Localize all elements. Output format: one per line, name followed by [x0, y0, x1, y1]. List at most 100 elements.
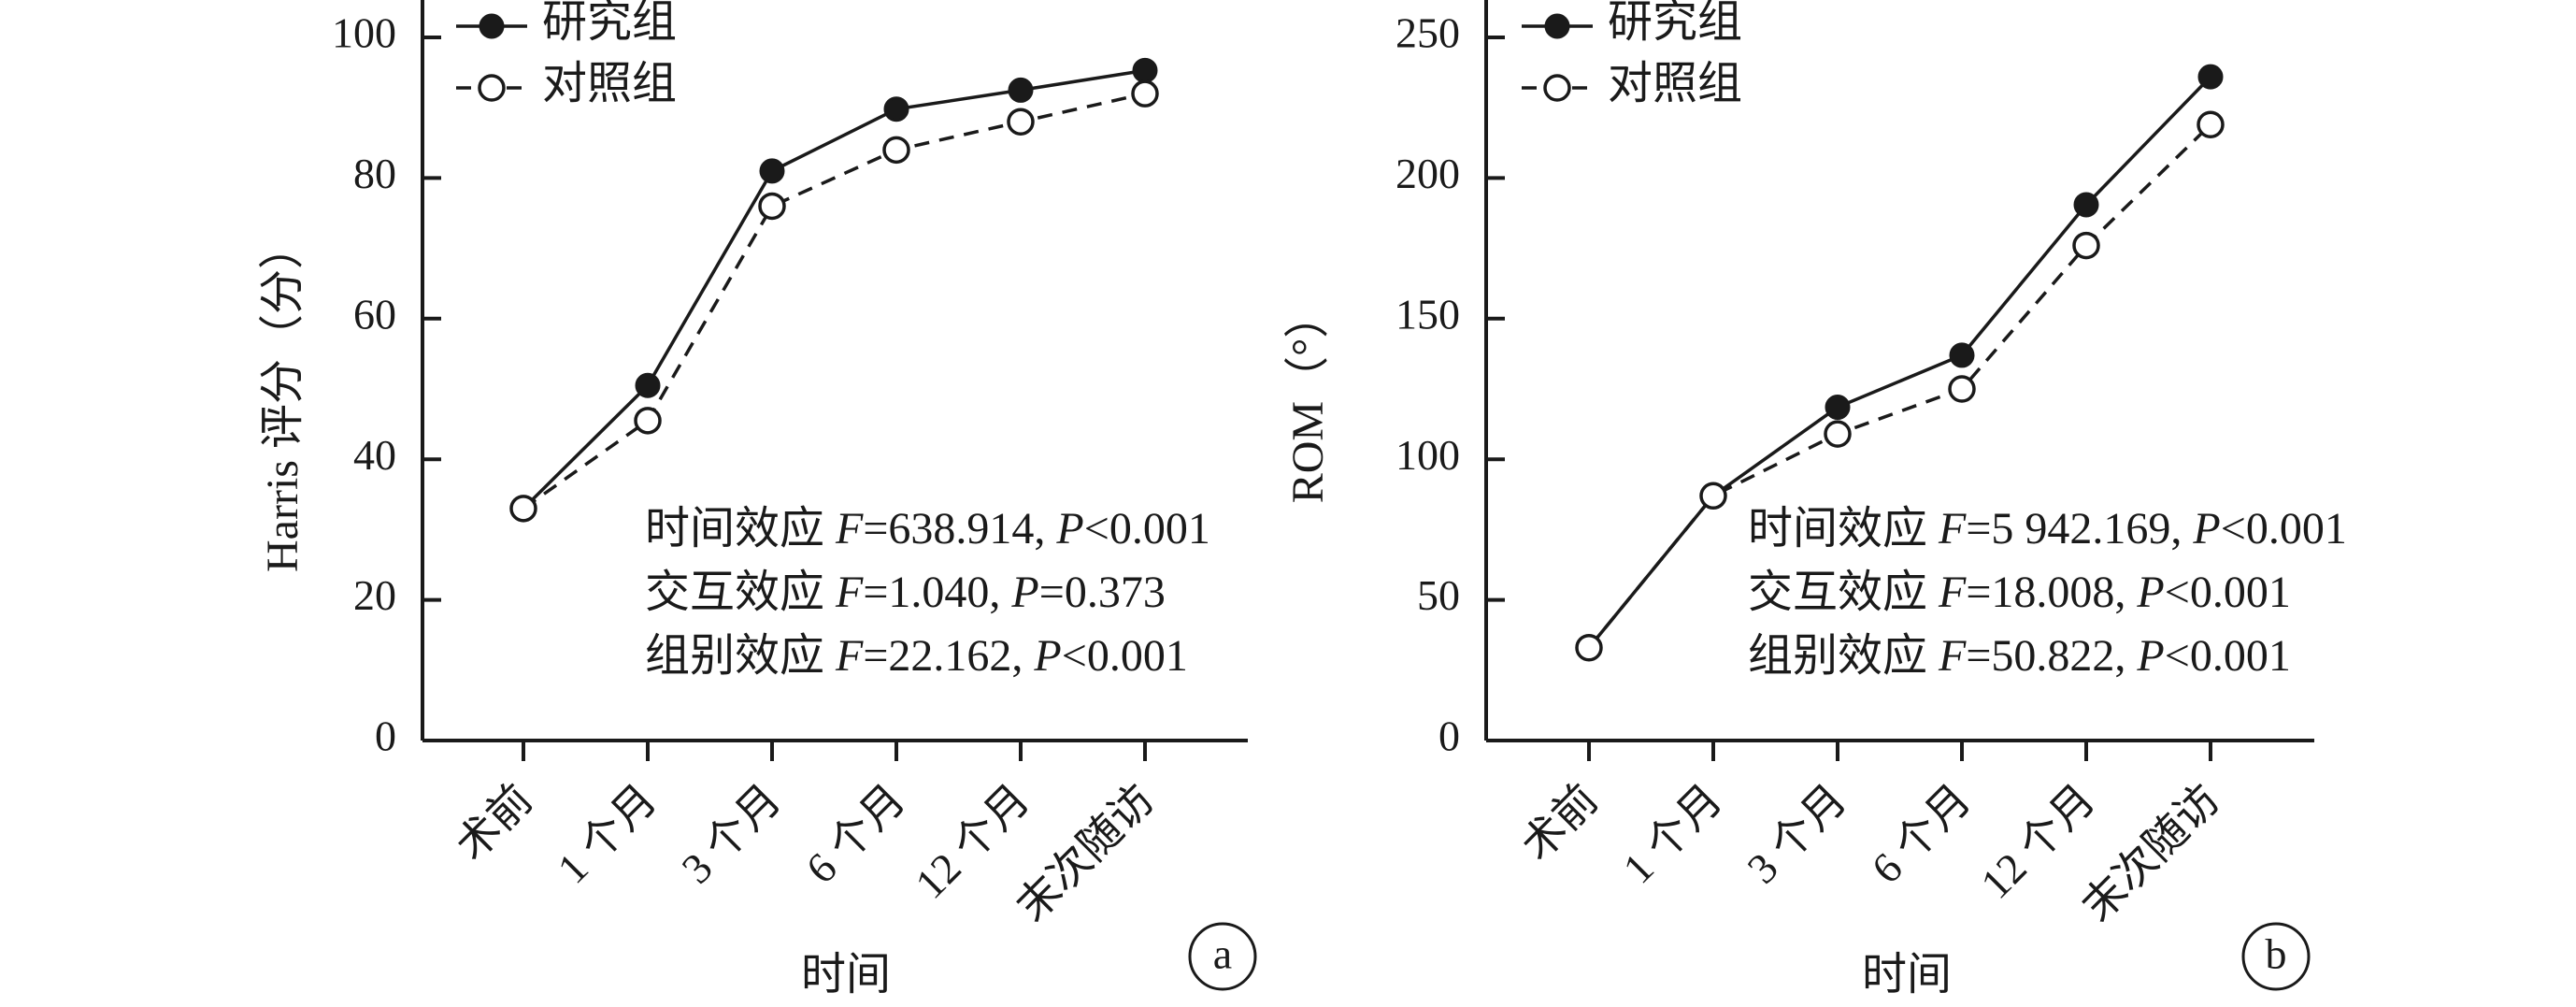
stat-f: =50.822	[1966, 631, 2114, 681]
stat-annotation: 组别效应 F=22.162, P<0.001	[645, 631, 1188, 681]
legend-label: 研究组	[542, 0, 677, 47]
x-tick-label: 1 个月	[1614, 775, 1732, 893]
x-axis-title: 时间	[801, 950, 891, 1000]
data-point	[1008, 77, 1034, 103]
stat-label: 交互效应	[645, 568, 836, 617]
series-line-1	[522, 92, 1146, 511]
stat-symbol: F	[1938, 504, 1967, 554]
stat-f: =18.008	[1966, 568, 2114, 617]
data-point	[759, 158, 785, 184]
y-tick-label: 0	[1438, 712, 1460, 760]
panel-label: a	[1213, 930, 1232, 978]
y-tick-label: 150	[1395, 290, 1460, 338]
stat-symbol: F	[1938, 631, 1967, 681]
data-point	[1131, 79, 1159, 108]
x-tick-label: 术前	[447, 775, 541, 870]
series-line-0	[522, 68, 1146, 511]
stat-p: <0.001	[2165, 631, 2291, 681]
data-point	[1007, 108, 1035, 136]
legend-marker	[478, 74, 506, 102]
x-tick-label: 6 个月	[1863, 775, 1981, 893]
stat-annotation: 交互效应 F=1.040, P=0.373	[645, 568, 1166, 617]
legend-marker	[479, 13, 505, 39]
data-point	[2072, 231, 2100, 260]
stat-symbol: ,	[2170, 504, 2193, 554]
data-point	[1824, 420, 1852, 448]
x-tick-label: 1 个月	[549, 775, 666, 893]
stat-symbol: F	[1938, 568, 1967, 617]
panel-label-circle	[2241, 922, 2311, 991]
stat-label: 组别效应	[1748, 631, 1939, 681]
y-tick-label: 60	[353, 290, 396, 338]
stat-symbol: P	[2136, 631, 2164, 681]
legend-marker	[1544, 13, 1570, 39]
stat-annotation: 时间效应 F=638.914, P<0.001	[645, 504, 1210, 554]
legend-label: 对照组	[542, 59, 677, 108]
panel-label: b	[2266, 930, 2287, 978]
x-tick-label: 6 个月	[797, 775, 915, 893]
y-tick-label: 100	[332, 9, 396, 57]
data-point	[883, 96, 909, 122]
stat-label: 时间效应	[1748, 504, 1939, 554]
stat-symbol: ,	[2114, 631, 2137, 681]
legend-label: 研究组	[1608, 0, 1742, 47]
stat-p: =0.373	[1039, 568, 1166, 617]
stat-label: 交互效应	[1748, 568, 1939, 617]
stat-symbol: ,	[1034, 504, 1056, 554]
y-tick-label: 200	[1395, 150, 1460, 197]
legend-marker	[1543, 74, 1571, 102]
stat-annotation: 交互效应 F=18.008, P<0.001	[1748, 568, 2291, 617]
stat-symbol: F	[835, 631, 864, 681]
stat-symbol: ,	[1011, 631, 1034, 681]
stat-f: =1.040	[863, 568, 989, 617]
stat-p: <0.001	[2221, 504, 2347, 554]
x-axis-title: 时间	[1862, 950, 1952, 1000]
y-tick-label: 250	[1395, 9, 1460, 57]
stat-p: <0.001	[1084, 504, 1210, 554]
data-point	[634, 407, 662, 435]
legend-label: 对照组	[1608, 59, 1742, 108]
stat-f: =5 942.169	[1966, 504, 2170, 554]
stat-symbol: F	[835, 568, 864, 617]
stat-symbol: P	[2192, 504, 2220, 554]
stat-symbol: P	[1010, 568, 1038, 617]
panel-label-circle	[1188, 922, 1257, 991]
stat-p: <0.001	[1062, 631, 1188, 681]
y-tick-label: 100	[1395, 431, 1460, 479]
x-tick-label: 3 个月	[673, 775, 791, 893]
stat-p: <0.001	[2165, 568, 2291, 617]
y-tick-label: 80	[353, 150, 396, 197]
x-tick-label: 末次随访	[1008, 775, 1163, 930]
data-point	[882, 136, 910, 165]
y-tick-label: 20	[353, 571, 396, 619]
x-tick-label: 末次随访	[2073, 775, 2228, 930]
stat-symbol: ,	[989, 568, 1011, 617]
stat-annotation: 时间效应 F=5 942.169, P<0.001	[1748, 504, 2347, 554]
stat-symbol: P	[2136, 568, 2164, 617]
stat-symbol: P	[1033, 631, 1061, 681]
data-point	[1575, 633, 1603, 662]
stat-symbol: F	[835, 504, 864, 554]
y-tick-label: 40	[353, 431, 396, 479]
data-point	[2073, 192, 2099, 218]
series-line-0	[1587, 75, 2212, 649]
x-tick-label: 术前	[1512, 775, 1607, 870]
stat-label: 时间效应	[645, 504, 836, 554]
x-tick-label: 3 个月	[1739, 775, 1856, 893]
stat-f: =22.162	[863, 631, 1011, 681]
y-axis-title: Harris 评分（分）	[258, 224, 308, 572]
data-point	[635, 372, 661, 398]
stat-annotation: 组别效应 F=50.822, P<0.001	[1748, 631, 2291, 681]
data-point	[1699, 482, 1727, 511]
data-point	[1949, 342, 1975, 368]
data-point	[1132, 57, 1158, 83]
data-point	[758, 192, 786, 221]
y-tick-label: 0	[375, 712, 396, 760]
stat-f: =638.914	[863, 504, 1034, 554]
data-point	[2197, 64, 2224, 90]
stat-symbol: ,	[2114, 568, 2137, 617]
data-point	[1948, 375, 1976, 403]
